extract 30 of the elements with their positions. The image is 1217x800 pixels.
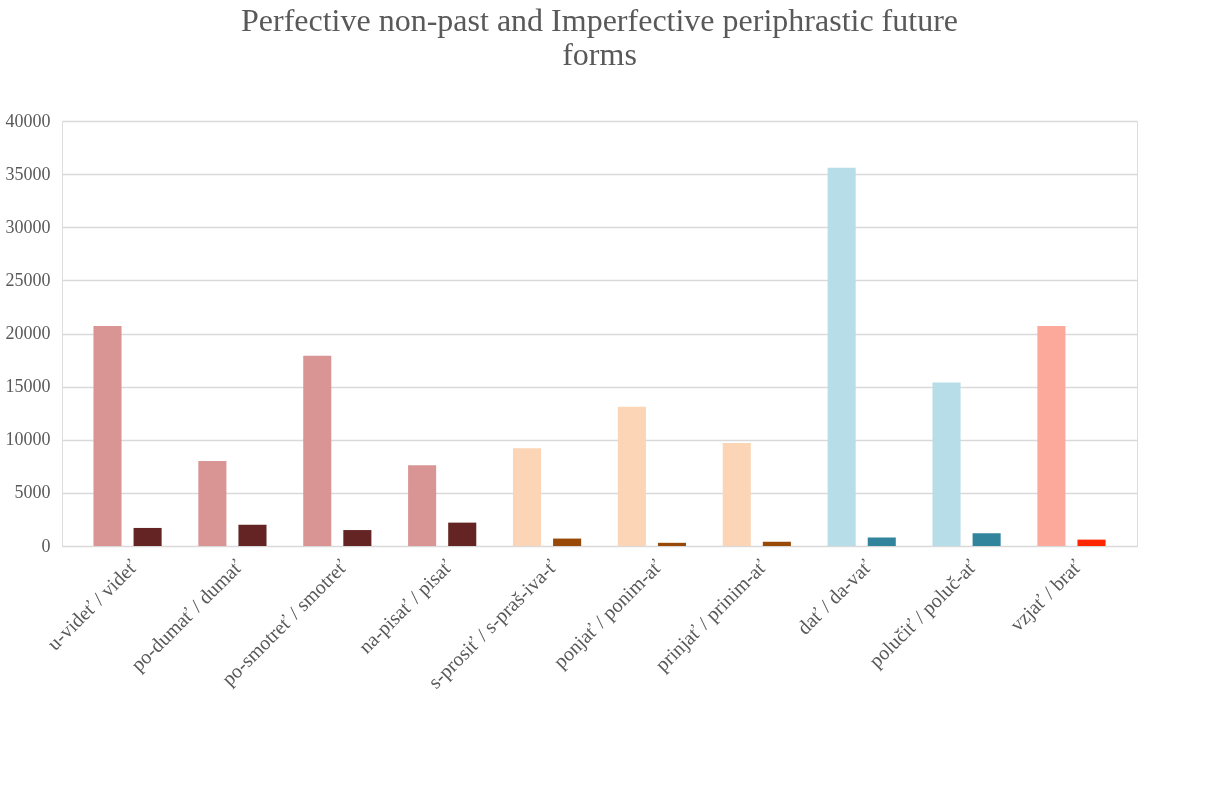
- bar: [762, 541, 791, 546]
- y-tick-label: 10000: [5, 429, 51, 450]
- bar: [448, 522, 477, 546]
- bar: [1037, 326, 1066, 546]
- bar: [972, 533, 1001, 546]
- bar: [303, 355, 332, 546]
- bar: [238, 524, 267, 546]
- y-tick-label: 30000: [5, 216, 51, 237]
- bar: [133, 527, 162, 546]
- bar: [657, 542, 687, 546]
- bar: [553, 538, 582, 546]
- bar: [408, 465, 437, 546]
- bar: [93, 326, 122, 546]
- bar: [198, 461, 227, 546]
- y-tick-label: 20000: [5, 323, 51, 343]
- bar: [512, 448, 542, 546]
- y-tick-label: 25000: [5, 269, 51, 290]
- bar: [867, 537, 896, 546]
- text: Perfective non-past and Imperfective periphrastic future: [240, 2, 959, 38]
- bar: [722, 442, 751, 546]
- bar: [343, 530, 372, 546]
- y-tick-label: 15000: [5, 376, 51, 397]
- bar: [617, 406, 646, 546]
- y-tick-label: 40000: [5, 110, 51, 131]
- y-tick-label: 5000: [14, 482, 51, 503]
- y-tick-label: 35000: [5, 163, 51, 184]
- y-tick-label: 0: [41, 535, 51, 556]
- bar: [827, 167, 856, 546]
- bar: [1077, 539, 1106, 546]
- bar: [932, 382, 961, 546]
